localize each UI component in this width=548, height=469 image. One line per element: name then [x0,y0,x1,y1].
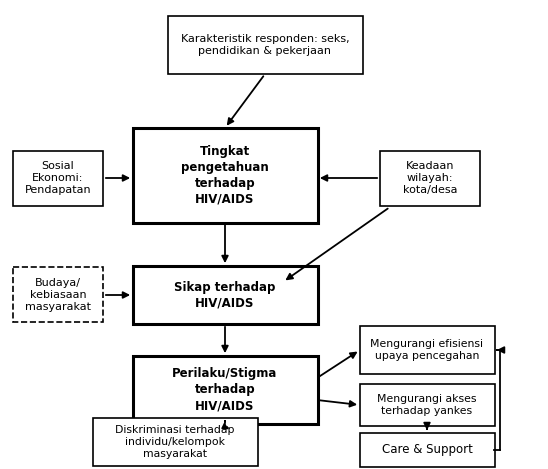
Text: Karakteristik responden: seks,
pendidikan & pekerjaan: Karakteristik responden: seks, pendidika… [181,34,349,56]
Bar [359,384,494,426]
Text: Care & Support: Care & Support [381,444,472,456]
Bar [133,128,317,222]
Bar [380,151,480,205]
Text: Diskriminasi terhadap
individu/kelompok
masyarakat: Diskriminasi terhadap individu/kelompok … [115,424,235,460]
Text: Perilaku/Stigma
terhadap
HIV/AIDS: Perilaku/Stigma terhadap HIV/AIDS [172,368,278,413]
Bar [13,267,103,323]
Bar [168,16,362,74]
Text: Mengurangi efisiensi
upaya pencegahan: Mengurangi efisiensi upaya pencegahan [370,339,483,361]
Text: Keadaan
wilayah:
kota/desa: Keadaan wilayah: kota/desa [403,160,457,196]
Text: Sosial
Ekonomi:
Pendapatan: Sosial Ekonomi: Pendapatan [25,160,92,196]
Bar [93,418,258,466]
Bar [359,433,494,467]
Bar [359,326,494,374]
Text: Tingkat
pengetahuan
terhadap
HIV/AIDS: Tingkat pengetahuan terhadap HIV/AIDS [181,144,269,205]
Bar [133,266,317,324]
Text: Sikap terhadap
HIV/AIDS: Sikap terhadap HIV/AIDS [174,280,276,310]
Text: Mengurangi akses
terhadap yankes: Mengurangi akses terhadap yankes [377,394,477,416]
Bar [133,356,317,424]
Bar [13,151,103,205]
Text: Budaya/
kebiasaan
masyarakat: Budaya/ kebiasaan masyarakat [25,278,91,312]
